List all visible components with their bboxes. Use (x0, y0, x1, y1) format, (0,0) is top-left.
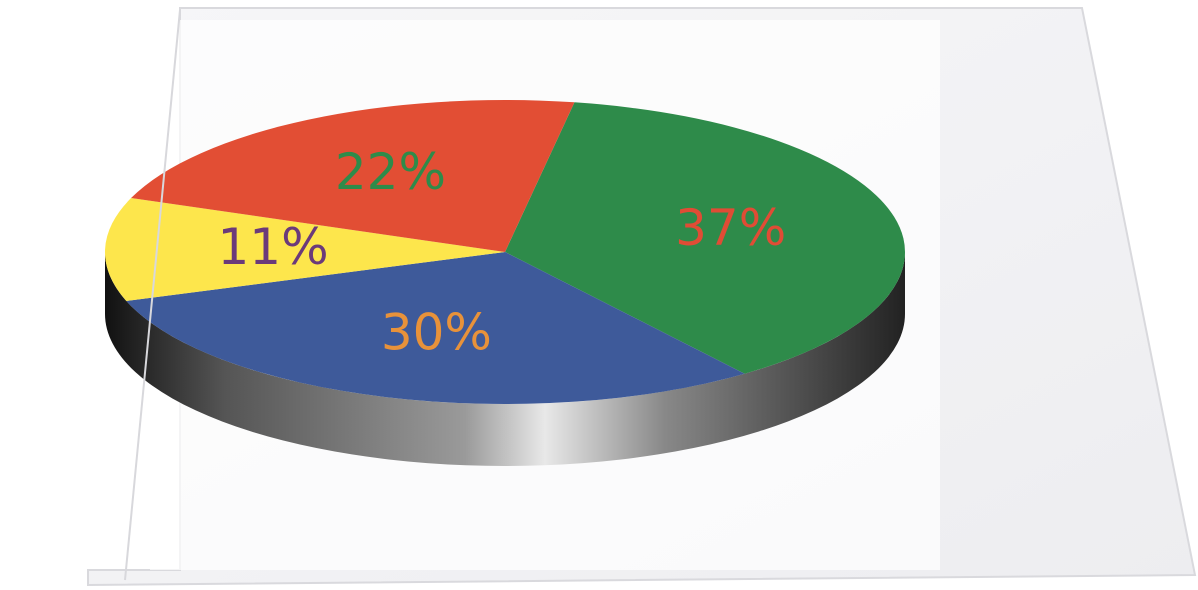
slice-label: 11% (217, 218, 328, 276)
slice-label: 30% (381, 304, 492, 362)
pie-slice-11 (105, 198, 506, 301)
pie-side (105, 252, 905, 466)
slice-label: 22% (335, 143, 446, 201)
sleeve-edge (124, 9, 181, 581)
pie-slice-30 (126, 252, 745, 404)
pie-slice-37 (505, 102, 906, 374)
slice-label: 37% (675, 199, 786, 257)
pie-slice-22 (131, 100, 575, 252)
